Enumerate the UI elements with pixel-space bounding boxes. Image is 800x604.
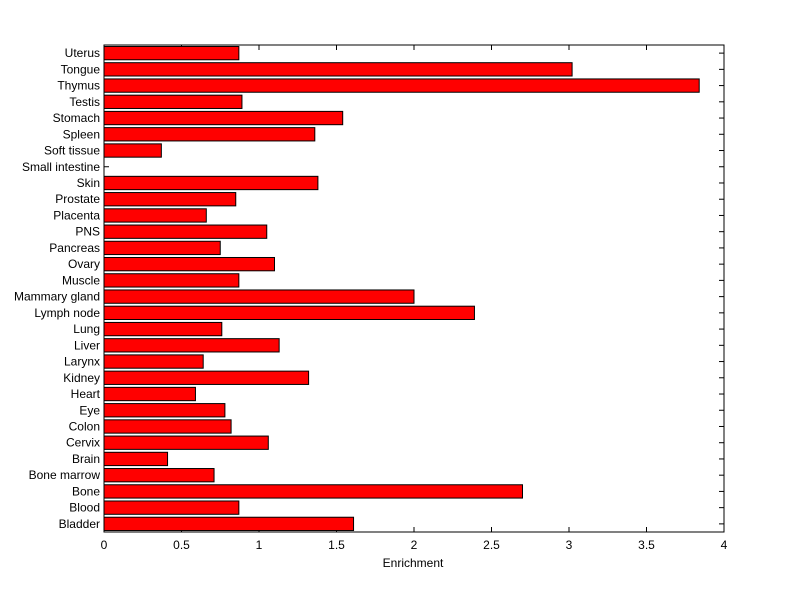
bar-mammary-gland <box>103 289 415 304</box>
bar-bone <box>103 484 523 499</box>
y-tick-label-brain: Brain <box>72 452 100 466</box>
y-tick-label-bone: Bone <box>72 484 100 498</box>
bar-cervix <box>103 435 269 450</box>
x-axis-label: Enrichment <box>383 556 444 570</box>
bar-lung <box>103 321 223 337</box>
bar-kidney <box>103 370 310 385</box>
bar-thymus <box>103 78 700 93</box>
bar-muscle <box>103 273 240 288</box>
x-tick-label-4: 2 <box>411 538 418 552</box>
bar-uterus <box>103 45 240 61</box>
y-tick-label-cervix: Cervix <box>66 436 100 450</box>
x-tick-label-2: 1 <box>256 538 263 552</box>
y-tick-label-pns: PNS <box>75 225 100 239</box>
x-tick-label-0: 0 <box>101 538 108 552</box>
y-tick-label-stomach: Stomach <box>53 111 100 125</box>
y-tick-label-liver: Liver <box>74 338 100 352</box>
y-tick-label-uterus: Uterus <box>65 46 100 60</box>
bar-heart <box>103 386 196 402</box>
y-tick-label-lymph-node: Lymph node <box>34 306 100 320</box>
bar-placenta <box>103 208 207 223</box>
y-tick-label-bladder: Bladder <box>59 517 100 531</box>
x-tick-label-3: 1.5 <box>328 538 345 552</box>
x-tick-label-1: 0.5 <box>173 538 190 552</box>
bar-lymph-node <box>103 305 475 321</box>
y-tick-labels: Uterus Tongue Thymus Testis Stomach Spleen Sof… <box>14 46 101 531</box>
bar-brain <box>103 451 169 467</box>
bar-soft-tissue <box>103 143 162 158</box>
y-tick-label-kidney: Kidney <box>63 371 100 385</box>
bar-bone-marrow <box>103 468 215 483</box>
bar-eye <box>103 403 226 418</box>
x-tick-label-6: 3 <box>566 538 573 552</box>
bar-prostate <box>103 192 237 207</box>
bar-liver <box>103 338 280 353</box>
y-tick-label-small-intestine: Small intestine <box>22 160 100 174</box>
y-tick-label-ovary: Ovary <box>68 257 100 271</box>
bar-spleen <box>103 127 316 142</box>
bar-pns <box>103 224 268 239</box>
y-tick-label-larynx: Larynx <box>64 355 100 369</box>
y-tick-label-muscle: Muscle <box>62 273 100 287</box>
bar-bladder <box>103 516 355 532</box>
bar-colon <box>103 419 232 434</box>
y-tick-label-lung: Lung <box>73 322 100 336</box>
x-tick-labels: 0 0.5 1 1.5 2 2.5 3 3.5 4 <box>101 538 728 552</box>
x-tick-label-8: 4 <box>721 538 728 552</box>
y-tick-label-mammary-gland: Mammary gland <box>14 290 100 304</box>
bar-skin <box>103 175 319 191</box>
y-tick-label-soft-tissue: Soft tissue <box>44 144 100 158</box>
y-tick-label-blood: Blood <box>69 501 100 515</box>
y-tick-label-eye: Eye <box>79 403 100 417</box>
bar-pancreas <box>103 240 221 256</box>
bar-stomach <box>103 110 344 126</box>
x-tick-label-5: 2.5 <box>483 538 500 552</box>
bars <box>103 45 700 532</box>
bar-testis <box>103 94 243 109</box>
y-tick-label-placenta: Placenta <box>53 208 100 222</box>
bar-tongue <box>103 62 573 77</box>
y-tick-label-prostate: Prostate <box>55 192 100 206</box>
y-tick-label-tongue: Tongue <box>61 62 101 76</box>
y-tick-label-thymus: Thymus <box>57 79 100 93</box>
y-tick-label-pancreas: Pancreas <box>49 241 100 255</box>
y-tick-label-heart: Heart <box>71 387 101 401</box>
y-tick-label-spleen: Spleen <box>63 127 100 141</box>
y-tick-label-bone-marrow: Bone marrow <box>29 468 101 482</box>
y-tick-label-colon: Colon <box>69 419 100 433</box>
bar-larynx <box>103 354 204 369</box>
y-tick-label-skin: Skin <box>77 176 100 190</box>
bar-blood <box>103 500 240 515</box>
x-tick-label-7: 3.5 <box>638 538 655 552</box>
y-tick-label-testis: Testis <box>69 95 100 109</box>
bar-ovary <box>103 256 275 272</box>
